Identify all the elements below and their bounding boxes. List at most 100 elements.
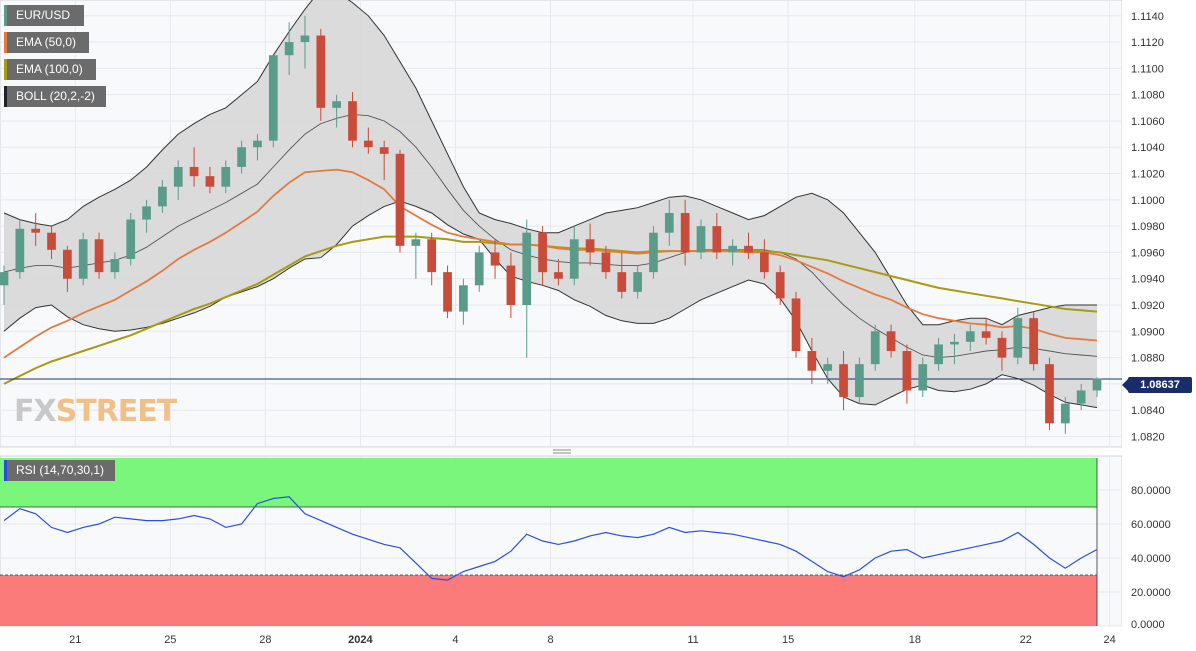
- candle-body: [902, 351, 912, 391]
- x-tick-label: 2024: [348, 634, 373, 646]
- oversold-zone: [0, 575, 1097, 626]
- legend-rsi-label: RSI (14,70,30,1): [16, 463, 105, 477]
- legend-symbol-label: EUR/USD: [16, 8, 71, 22]
- candle-body: [158, 186, 167, 207]
- candle-body: [839, 364, 848, 398]
- candle-body: [617, 272, 627, 292]
- candle-body: [886, 331, 896, 352]
- candle-body: [633, 272, 642, 292]
- y-tick-label: 1.0920: [1131, 300, 1165, 312]
- rsi-zones: [0, 458, 1098, 626]
- candle-body: [31, 228, 41, 233]
- y-tick-label: 1.0900: [1131, 326, 1165, 338]
- ema50-swatch: [4, 32, 7, 53]
- candle-body: [569, 239, 579, 279]
- candle-body: [870, 331, 880, 365]
- x-tick-label: 24: [1104, 634, 1116, 646]
- candle-body: [126, 219, 136, 259]
- candle-body: [554, 272, 563, 279]
- candle-body: [506, 265, 516, 306]
- y-tick-label: 1.0840: [1131, 405, 1165, 417]
- rsi-y-tick-label: 80.0000: [1131, 485, 1171, 497]
- candle-body: [823, 364, 833, 371]
- legend-boll-label: BOLL (20,2,-2): [16, 89, 95, 103]
- candle-body: [981, 331, 991, 338]
- candle-body: [664, 212, 674, 233]
- x-tick-label: 18: [909, 634, 921, 646]
- x-tick-label: 28: [259, 634, 271, 646]
- rsi-y-tick-label: 40.0000: [1131, 553, 1171, 565]
- y-tick-label: 1.1100: [1131, 63, 1164, 75]
- rsi-y-tick-label: 20.0000: [1131, 587, 1171, 599]
- x-tick-label: 11: [687, 634, 698, 646]
- candle-body: [268, 55, 278, 141]
- candle-body: [918, 364, 928, 391]
- candle-body: [728, 245, 738, 253]
- candle-body: [791, 298, 801, 352]
- ema100-swatch: [4, 59, 7, 80]
- candle-body: [522, 232, 532, 306]
- y-tick-label: 1.0980: [1131, 221, 1165, 233]
- legend-ema50[interactable]: EMA (50,0): [4, 32, 89, 53]
- candle-body: [474, 252, 484, 286]
- x-tick-label: 22: [1020, 634, 1032, 646]
- bollinger-lower: [3, 200, 1098, 409]
- rsi-path: [3, 496, 1098, 581]
- y-tick-label: 1.1080: [1131, 90, 1165, 102]
- rsi-y-tick-label: 60.0000: [1131, 519, 1171, 531]
- x-tick-label: 8: [547, 634, 553, 646]
- y-tick-label: 1.1120: [1131, 37, 1164, 49]
- candle-body: [173, 166, 183, 187]
- candle-body: [300, 35, 310, 43]
- candle-body: [950, 341, 959, 345]
- legend-symbol[interactable]: EUR/USD: [4, 5, 84, 26]
- current-price-label: 1.08637: [1122, 377, 1192, 393]
- y-tick-label: 1.0820: [1131, 431, 1165, 443]
- candle-body: [189, 166, 199, 177]
- ema50-line: [3, 168, 1098, 359]
- candle-body: [538, 232, 547, 273]
- candle-body: [237, 147, 246, 167]
- candle-body: [1029, 318, 1038, 365]
- candle-body: [15, 228, 25, 273]
- symbol-swatch: [4, 5, 7, 26]
- legend-ema100[interactable]: EMA (100,0): [4, 59, 96, 80]
- boll-swatch: [4, 86, 7, 107]
- candle-body: [680, 212, 690, 253]
- y-tick-label: 1.1000: [1131, 195, 1165, 207]
- rsi-y-tick-label: 0.0000: [1131, 619, 1165, 631]
- x-tick-label: 4: [452, 634, 458, 646]
- legend-ema50-label: EMA (50,0): [16, 35, 77, 49]
- legend-rsi[interactable]: RSI (14,70,30,1): [4, 460, 115, 481]
- candle-body: [585, 239, 595, 253]
- rsi-swatch: [4, 460, 7, 481]
- candle-body: [759, 252, 769, 273]
- y-tick-label: 1.0940: [1131, 274, 1165, 286]
- candle-body: [934, 344, 943, 365]
- overbought-zone: [0, 458, 1097, 507]
- candle-body: [1013, 318, 1023, 358]
- candle-body: [807, 351, 817, 371]
- candle-body: [78, 239, 88, 279]
- x-tick-label: 15: [782, 634, 794, 646]
- legend-boll[interactable]: BOLL (20,2,-2): [4, 86, 106, 107]
- y-tick-label: 1.1020: [1131, 169, 1165, 181]
- candle-body: [221, 166, 231, 187]
- candle-body: [443, 272, 452, 312]
- candle-body: [1076, 390, 1086, 404]
- fxstreet-logo: FXSTREET: [14, 394, 177, 429]
- bollinger-middle: [3, 113, 1098, 359]
- candle-body: [1092, 378, 1102, 391]
- candle-body: [490, 252, 500, 266]
- axis-area-bg: [1122, 0, 1196, 651]
- ema-lines: [0, 168, 1122, 385]
- rsi-line: [3, 496, 1098, 581]
- legend-ema100-label: EMA (100,0): [16, 62, 83, 76]
- candle-body: [997, 337, 1007, 358]
- candle-body: [1045, 364, 1054, 424]
- x-tick-label: 21: [69, 634, 81, 646]
- candle-body: [0, 272, 9, 286]
- candle-body: [696, 226, 706, 253]
